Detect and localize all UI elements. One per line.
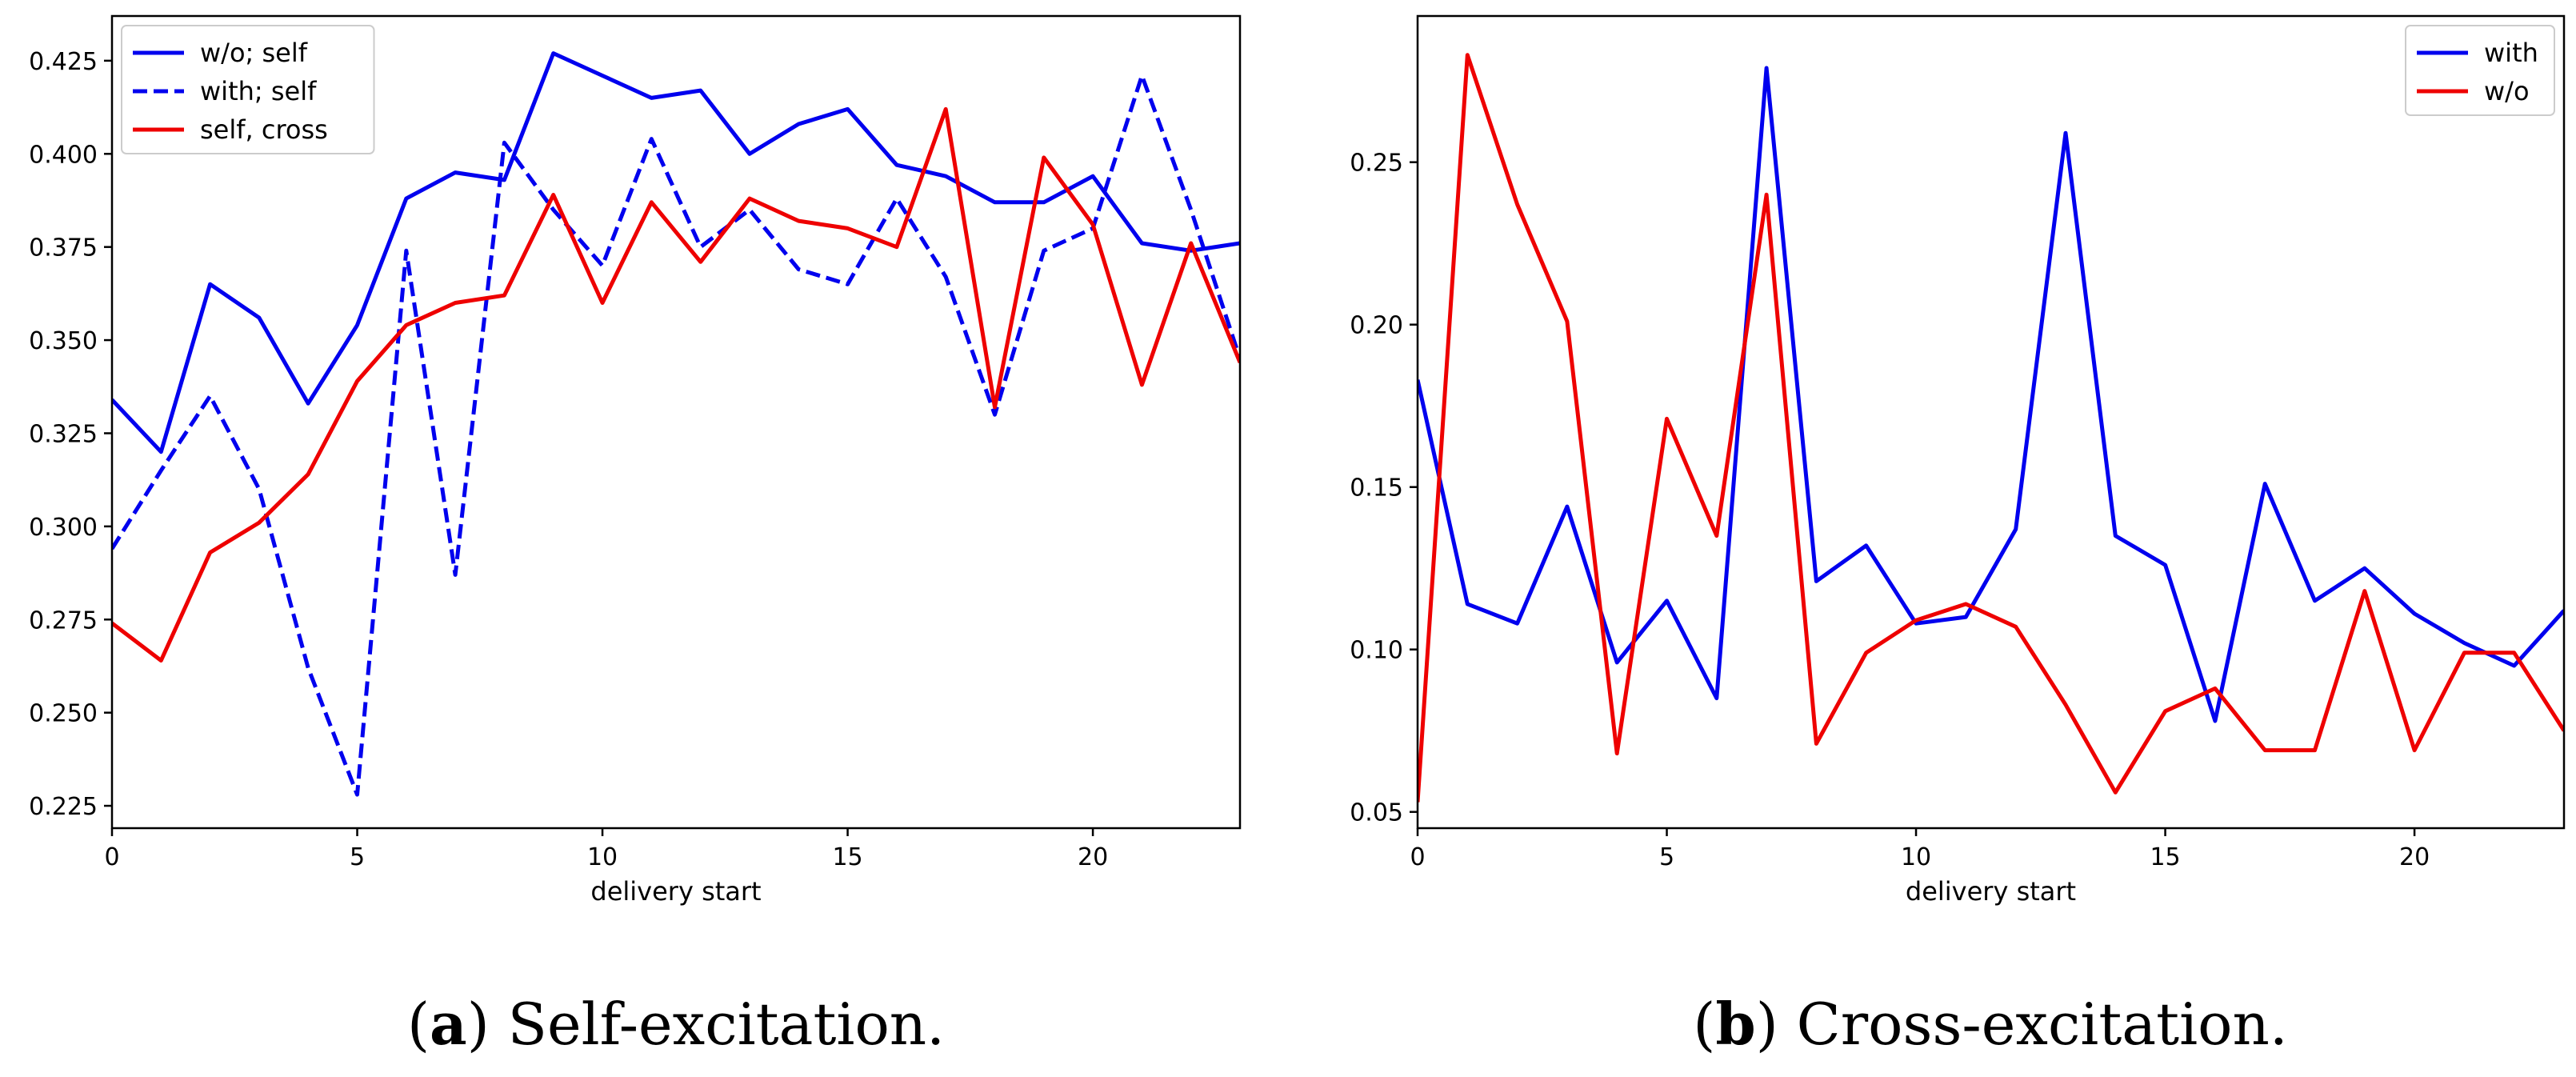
legend-box [121, 25, 375, 154]
y-tick-label: 0.05 [1350, 799, 1403, 827]
legend-entry: w/o; self [200, 38, 308, 68]
legend: with w/o [2405, 25, 2555, 116]
legend-entry: with; self [200, 76, 317, 106]
caption-text: Cross-excitation. [1778, 991, 2288, 1058]
y-tick-label: 0.20 [1350, 312, 1403, 340]
x-tick-label: 5 [350, 843, 365, 871]
y-tick-label: 0.25 [1350, 150, 1403, 178]
y-tick-label: 0.15 [1350, 474, 1403, 502]
caption-paren-open: ( [1693, 991, 1715, 1058]
x-tick-label: 0 [1410, 843, 1425, 871]
panel-cross-excitation: 0 5 10 15 20 0.05 0.10 0.15 0.20 0.25 delivery sta… [1350, 14, 2566, 1058]
y-tick-label: 0.250 [29, 700, 98, 728]
y-tick-label: 0.225 [29, 793, 98, 821]
legend-entry: with [2484, 38, 2538, 68]
x-tick-label: 0 [104, 843, 119, 871]
x-tick-label: 20 [2399, 843, 2430, 871]
y-tick-label: 0.425 [29, 48, 98, 76]
legend: w/o; self with; self self, cross [121, 25, 375, 154]
y-tick-label: 0.350 [29, 327, 98, 355]
legend-entry: w/o [2484, 76, 2530, 106]
y-tick-label: 0.300 [29, 514, 98, 542]
series-line-with [1418, 66, 2564, 723]
y-tick-label: 0.275 [29, 607, 98, 635]
caption: (a) Self-excitation. [407, 990, 945, 1058]
y-tick-label: 0.10 [1350, 637, 1403, 665]
series-line-w-o-self [112, 51, 1240, 454]
x-tick-label: 10 [1901, 843, 1931, 871]
caption-paren-open: ( [407, 991, 430, 1058]
legend-entry: self, cross [200, 114, 328, 145]
series-group [112, 51, 1240, 797]
x-axis-label: delivery start [590, 876, 761, 907]
x-axis-label: delivery start [1906, 876, 2076, 907]
y-tick-label: 0.400 [29, 141, 98, 169]
caption: (b) Cross-excitation. [1693, 990, 2288, 1058]
series-group [1418, 53, 2564, 803]
series-line-w-o [1418, 53, 2564, 803]
plot-frame [110, 14, 1242, 830]
caption-letter: b [1715, 990, 1755, 1058]
x-tick-label: 15 [832, 843, 862, 871]
caption-letter: a [430, 990, 467, 1058]
y-tick-label: 0.325 [29, 420, 98, 448]
x-tick-label: 10 [587, 843, 618, 871]
x-tick-label: 5 [1659, 843, 1674, 871]
x-tick-label: 20 [1078, 843, 1108, 871]
caption-text: Self-excitation. [490, 991, 945, 1058]
plot-frame [1416, 14, 2566, 830]
caption-paren-close: ) [1756, 991, 1778, 1058]
caption-paren-close: ) [467, 991, 490, 1058]
series-line-with-self [112, 74, 1240, 797]
y-tick-label: 0.375 [29, 234, 98, 262]
x-tick-label: 15 [2150, 843, 2180, 871]
panel-self-excitation: 0 5 10 15 20 0.225 0.250 0.275 0.300 0.325 0.350 0.… [29, 14, 1242, 1058]
series-line-self-cross [112, 106, 1240, 663]
